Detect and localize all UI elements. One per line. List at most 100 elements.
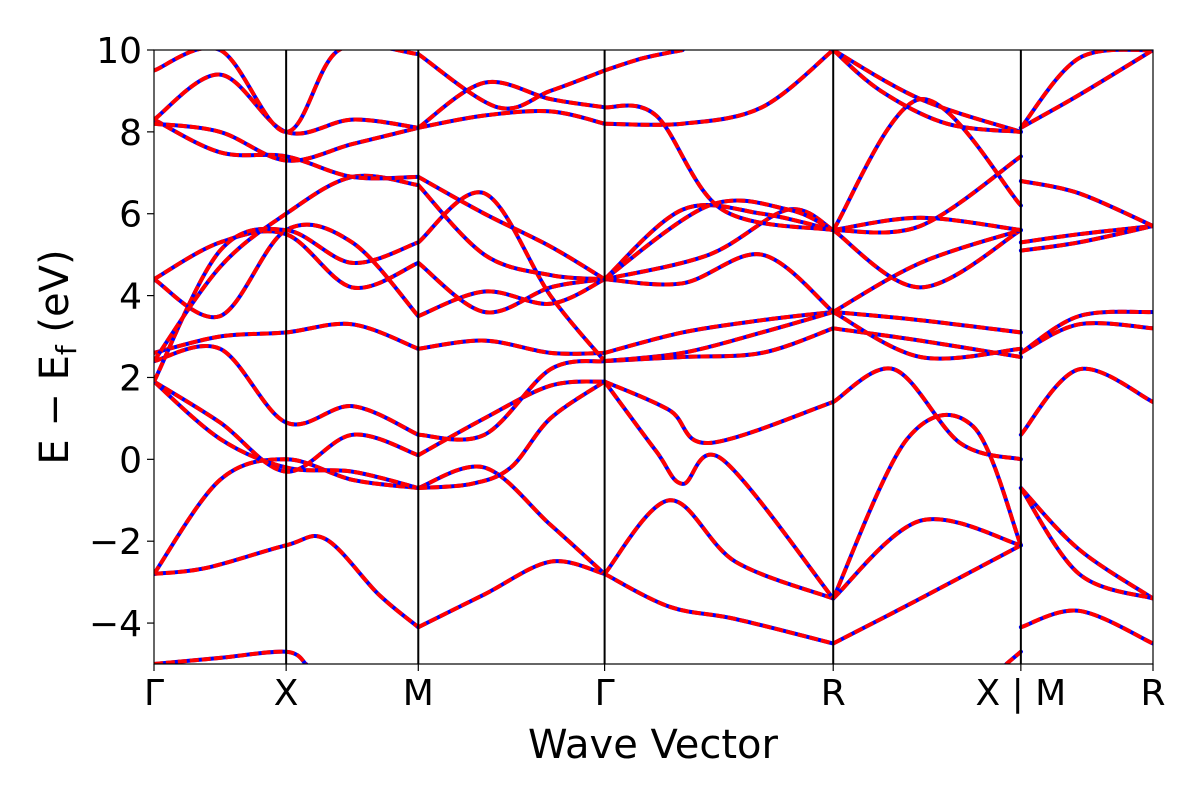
band-line-red-60 — [604, 103, 834, 233]
band-line-red-64 — [417, 52, 606, 111]
x-axis: Γ X M Γ R X | M R — [144, 664, 1166, 714]
band-line-red-62 — [1019, 50, 1153, 130]
band-line-blue-16 — [416, 379, 607, 458]
band-line-red-28 — [833, 310, 1022, 335]
band-line-red-51 — [603, 198, 835, 281]
band-line-red-31 — [417, 277, 606, 318]
x-tick-label-6: R — [1140, 673, 1165, 714]
x-tick-label-2: M — [403, 673, 434, 714]
band-line-red-61 — [831, 97, 1023, 232]
band-line-red-44 — [154, 173, 419, 363]
band-line-red-36 — [604, 207, 835, 282]
y-tick-label-2: 0 — [119, 440, 142, 481]
band-line-blue-4 — [1018, 608, 1153, 646]
band-line-blue-41 — [602, 310, 836, 364]
band-line-red-9 — [1019, 486, 1153, 601]
band-line-red-11 — [418, 379, 606, 490]
y-axis: −4 −2 0 2 4 6 8 10 — [89, 31, 154, 645]
band-line-red-67 — [154, 649, 308, 664]
band-line-blue-56 — [831, 50, 1023, 134]
band-line-red-2 — [603, 572, 834, 646]
band-line-red-52 — [833, 154, 1023, 235]
band-line-red-3 — [832, 543, 1022, 646]
band-line-red-0 — [154, 534, 420, 629]
band-line-red-27 — [604, 310, 834, 355]
x-tick-label-3: Γ — [595, 673, 615, 714]
band-line-red-29 — [1019, 309, 1153, 355]
band-line-red-65 — [603, 50, 684, 73]
x-tick-label-4: R — [821, 673, 846, 714]
band-line-red-38 — [1020, 224, 1153, 245]
band-line-blue-48 — [1018, 179, 1153, 228]
band-line-blue-66 — [831, 50, 1023, 134]
band-line-red-57 — [1019, 50, 1153, 130]
band-line-red-56 — [832, 50, 1022, 134]
band-line-blue-1 — [416, 559, 607, 630]
band-line-red-17 — [603, 379, 834, 446]
band-line-blue-9 — [1018, 486, 1153, 601]
band-line-red-37 — [832, 228, 1022, 290]
y-tick-label-6: 8 — [119, 113, 142, 154]
y-axis-label: E − Ef (eV) — [32, 249, 83, 464]
band-line-red-6 — [417, 464, 606, 576]
x-tick-label-1: X — [274, 673, 299, 714]
band-line-blue-32 — [602, 252, 836, 314]
band-line-red-34 — [154, 229, 420, 290]
y-axis-label-unit: (eV) — [32, 249, 78, 345]
band-line-red-45 — [416, 183, 605, 282]
bands-layer — [154, 50, 1153, 664]
band-line-blue-17 — [602, 379, 836, 446]
band-line-blue-6 — [416, 464, 607, 576]
band-line-red-33 — [832, 310, 1022, 361]
y-tick-label-4: 4 — [119, 277, 142, 318]
band-line-red-13 — [831, 412, 1023, 600]
x-axis-label: Wave Vector — [528, 722, 779, 768]
x-tick-label-0: Γ — [144, 673, 164, 714]
band-line-blue-13 — [831, 412, 1023, 601]
band-line-red-41 — [604, 310, 834, 364]
band-line-red-66 — [831, 50, 1022, 134]
y-tick-label-1: −2 — [89, 522, 142, 563]
band-line-red-40 — [416, 190, 607, 363]
y-axis-label-main: E − E — [32, 355, 78, 465]
y-tick-label-5: 6 — [119, 195, 142, 236]
band-line-red-35 — [417, 261, 605, 315]
band-line-red-19 — [1019, 366, 1153, 437]
band-line-red-42 — [832, 228, 1022, 314]
band-line-red-16 — [417, 379, 605, 457]
band-line-red-4 — [1020, 608, 1153, 646]
band-line-red-12 — [602, 380, 835, 600]
band-line-red-18 — [832, 366, 1022, 462]
band-line-red-32 — [604, 252, 835, 314]
band-line-red-22 — [604, 326, 834, 364]
band-line-blue-18 — [831, 366, 1023, 462]
band-line-red-59 — [417, 79, 605, 130]
band-line-blue-54 — [416, 109, 607, 130]
high-symmetry-lines — [285, 50, 1022, 664]
y-tick-label-7: 10 — [96, 31, 142, 72]
band-line-blue-45 — [416, 183, 607, 282]
band-line-blue-14 — [1018, 486, 1153, 601]
band-line-red-26 — [418, 338, 605, 356]
plot-frame — [153, 49, 1154, 665]
y-tick-label-3: 2 — [119, 358, 142, 399]
band-line-red-54 — [417, 109, 606, 130]
band-line-red-8 — [831, 517, 1022, 600]
band-line-red-21 — [418, 359, 605, 442]
y-tick-label-0: −4 — [89, 604, 142, 645]
y-axis-label-subscript: f — [50, 344, 83, 355]
band-line-red-14 — [1019, 486, 1153, 601]
band-line-red-1 — [417, 559, 606, 629]
band-line-blue-19 — [1018, 366, 1153, 437]
band-line-red-55 — [604, 50, 835, 127]
x-tick-label-5: X | M — [975, 673, 1066, 714]
band-line-red-7 — [603, 498, 834, 601]
band-line-blue-29 — [1018, 309, 1153, 355]
band-line-red-43 — [1020, 224, 1153, 253]
band-line-red-48 — [1020, 179, 1153, 228]
band-line-red-50 — [417, 175, 606, 281]
band-line-red-23 — [832, 326, 1022, 359]
band-line-blue-42 — [831, 228, 1023, 314]
